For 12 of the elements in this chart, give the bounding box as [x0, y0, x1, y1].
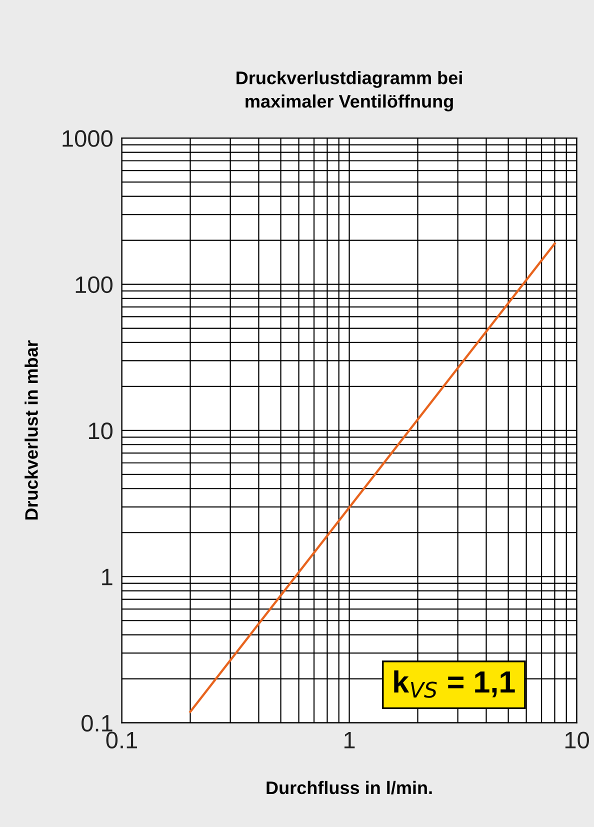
y-tick-label: 0.1 — [82, 714, 112, 732]
x-tick-label: 1 — [344, 732, 355, 748]
y-tick-label: 10 — [88, 422, 113, 440]
x-tick-label: 0.1 — [106, 732, 138, 748]
y-axis-title: Druckverlust in mbar — [24, 340, 38, 520]
x-axis-title: Durchfluss in l/min. — [266, 780, 432, 794]
y-tick-label: 1000 — [62, 130, 113, 147]
y-tick-label: 100 — [76, 276, 113, 294]
x-tick-label: 10 — [565, 732, 589, 748]
y-tick-label: 1 — [102, 568, 112, 586]
annotation: k$_{VS}$ = 1,1 — [394, 670, 515, 698]
chart-title: Druckverlustdiagramm bei maximaler Ventilöffnung — [236, 71, 462, 112]
